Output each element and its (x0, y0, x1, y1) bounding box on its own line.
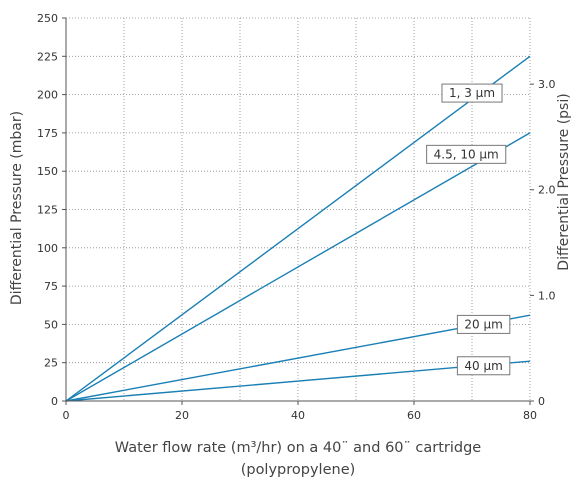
series-line (65, 55, 531, 402)
y-tick-label: 25 (44, 357, 58, 370)
series-lines (65, 55, 531, 402)
y-tick-label: 75 (44, 280, 58, 293)
series-label-box (441, 83, 503, 103)
series-label-text: 20 µm (464, 317, 502, 331)
y2-tick-label: 3.0 (538, 78, 556, 91)
y-tick-label: 225 (37, 50, 58, 63)
y-tick-label: 250 (37, 12, 58, 25)
x-axis-title-line2: (polypropylene) (241, 462, 356, 478)
y-tick-label: 200 (37, 89, 58, 102)
series-label-box (456, 314, 511, 334)
x-ticks: 0 20 40 60 80 (63, 401, 537, 422)
x-tick-label: 80 (523, 409, 537, 422)
y-tick-label: 50 (44, 318, 58, 331)
x-tick-label: 60 (407, 409, 421, 422)
series-line (65, 132, 531, 402)
x-tick-label: 20 (175, 409, 189, 422)
grid (66, 17, 531, 401)
x-tick-label: 0 (63, 409, 70, 422)
series-label-text: 40 µm (464, 359, 502, 373)
series-line (65, 360, 531, 402)
series-label-text: 4.5, 10 µm (434, 147, 499, 161)
y2-axis-title: Differential Pressure (psi) (556, 93, 572, 270)
x-tick-label: 40 (291, 409, 305, 422)
y-tick-label: 100 (37, 242, 58, 255)
y2-tick-label: 1.0 (538, 289, 556, 302)
y2-ticks: 0 1.0 2.0 3.0 (530, 78, 556, 408)
x-axis-title-line1: Water flow rate (m³/hr) on a 40¨ and 60¨… (115, 440, 481, 456)
y-tick-label: 125 (37, 204, 58, 217)
y-ticks: 0 25 50 75 100 125 150 175 200 225 250 (37, 12, 66, 408)
series-label-text: 1, 3 µm (449, 86, 495, 100)
y-tick-label: 150 (37, 165, 58, 178)
series-label: 4.5, 10 µm (426, 144, 507, 164)
y2-tick-label: 2.0 (538, 184, 556, 197)
y-axis-title: Differential Pressure (mbar) (9, 111, 25, 305)
y-tick-label: 0 (51, 395, 58, 408)
series-labels: 1, 3 µm 4.5, 10 µm 20 µm 40 µm (426, 83, 511, 376)
series-label: 1, 3 µm (441, 83, 503, 103)
series-label-box (426, 144, 507, 164)
series-label-box (456, 356, 511, 376)
y-tick-label: 175 (37, 127, 58, 140)
series-label: 20 µm (456, 314, 511, 334)
series-label: 40 µm (456, 356, 511, 376)
y2-tick-label: 0 (538, 395, 545, 408)
series-line (65, 314, 531, 402)
